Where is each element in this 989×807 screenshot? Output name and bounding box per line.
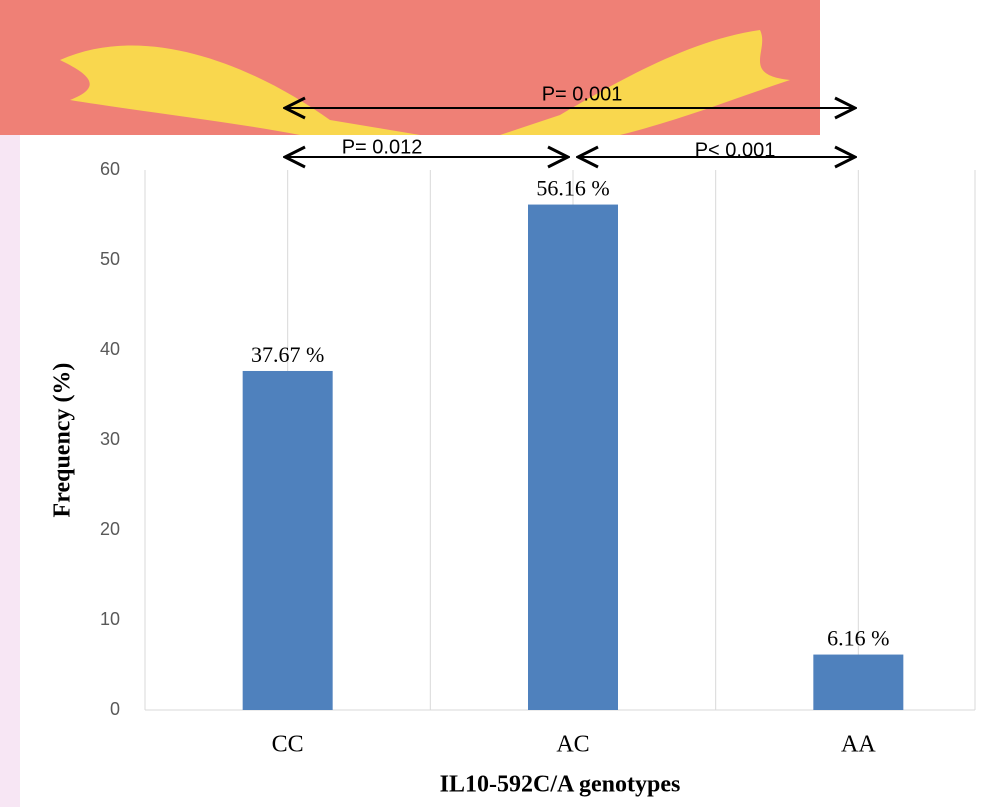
y-tick-label: 20: [100, 519, 120, 539]
side-stripe: [0, 135, 20, 807]
value-label: 37.67 %: [251, 342, 324, 367]
y-tick-label: 10: [100, 609, 120, 629]
p-value-label: P= 0.001: [542, 83, 623, 105]
p-value-label: P< 0.001: [695, 139, 776, 161]
x-tick-label: AC: [556, 732, 589, 758]
value-label: 56.16 %: [536, 176, 609, 201]
x-axis-title: IL10-592C/A genotypes: [440, 772, 681, 798]
y-tick-label: 50: [100, 249, 120, 269]
chart: IL10-592C/A genotypes Frequency (%) 0 10 2…: [0, 0, 989, 807]
p-value-label: P= 0.012: [342, 136, 423, 158]
y-tick-label: 0: [110, 699, 120, 719]
bar: [243, 371, 333, 710]
y-tick-label: 60: [100, 159, 120, 179]
x-tick-label: CC: [272, 732, 304, 758]
value-label: 6.16 %: [827, 626, 889, 651]
y-axis-title: Frequency (%): [50, 363, 76, 518]
bar: [813, 655, 903, 710]
y-tick-label: 30: [100, 429, 120, 449]
x-tick-label: AA: [841, 732, 876, 758]
bar: [528, 205, 618, 710]
y-tick-label: 40: [100, 339, 120, 359]
